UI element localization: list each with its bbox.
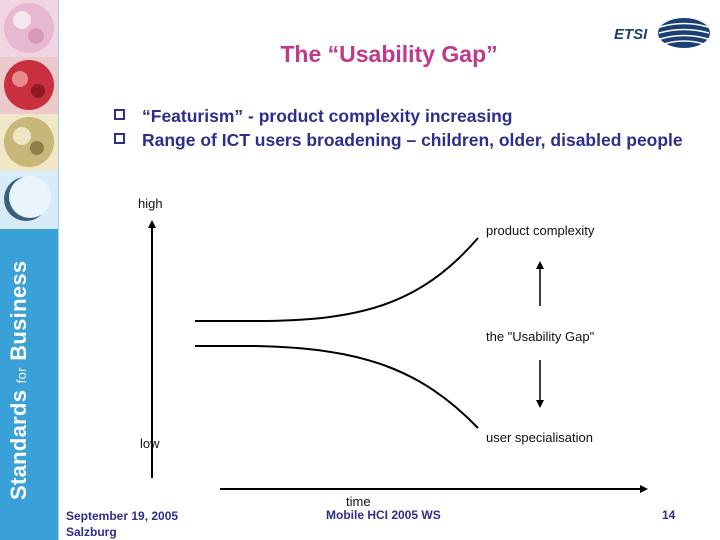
- user-specialisation-label: user specialisation: [486, 430, 593, 445]
- checkbox-bullet-icon: [114, 133, 125, 144]
- globe-image-2: [0, 57, 58, 114]
- page-number: 14: [662, 508, 676, 522]
- footer-event: Mobile HCI 2005 WS: [326, 508, 441, 522]
- bullet-item: Range of ICT users broadening – children…: [114, 128, 714, 152]
- product-complexity-label: product complexity: [486, 223, 595, 238]
- footer-date: September 19, 2005: [66, 509, 179, 523]
- slide-title: The “Usability Gap”: [280, 41, 498, 67]
- bullet-text: “Featurism” - product complexity increas…: [142, 106, 513, 126]
- checkbox-bullet-icon: [114, 109, 125, 120]
- bullet-list: “Featurism” - product complexity increas…: [114, 104, 714, 152]
- y-axis-low-label: low: [140, 436, 160, 451]
- usability-gap-label: the "Usability Gap": [486, 329, 595, 344]
- sidebar-divider: [58, 0, 59, 540]
- x-axis-label: time: [346, 494, 371, 509]
- globe-image-4: [0, 171, 58, 229]
- left-sidebar: Standards for Business: [0, 0, 58, 540]
- globe-image-1: [0, 0, 58, 57]
- y-axis-high-label: high: [138, 196, 163, 211]
- user-specialisation-curve: [195, 345, 479, 429]
- bullet-text: Range of ICT users broadening – children…: [142, 130, 683, 150]
- globe-image-3: [0, 114, 58, 171]
- etsi-logo: ETSI: [614, 18, 710, 48]
- etsi-logo-text: ETSI: [614, 26, 648, 43]
- footer-date-location: September 19, 2005 Salzburg: [66, 508, 178, 540]
- footer-location: Salzburg: [66, 525, 117, 539]
- product-complexity-curve: [195, 237, 479, 322]
- bullet-item: “Featurism” - product complexity increas…: [114, 104, 714, 128]
- etsi-logo-globe: [658, 18, 710, 48]
